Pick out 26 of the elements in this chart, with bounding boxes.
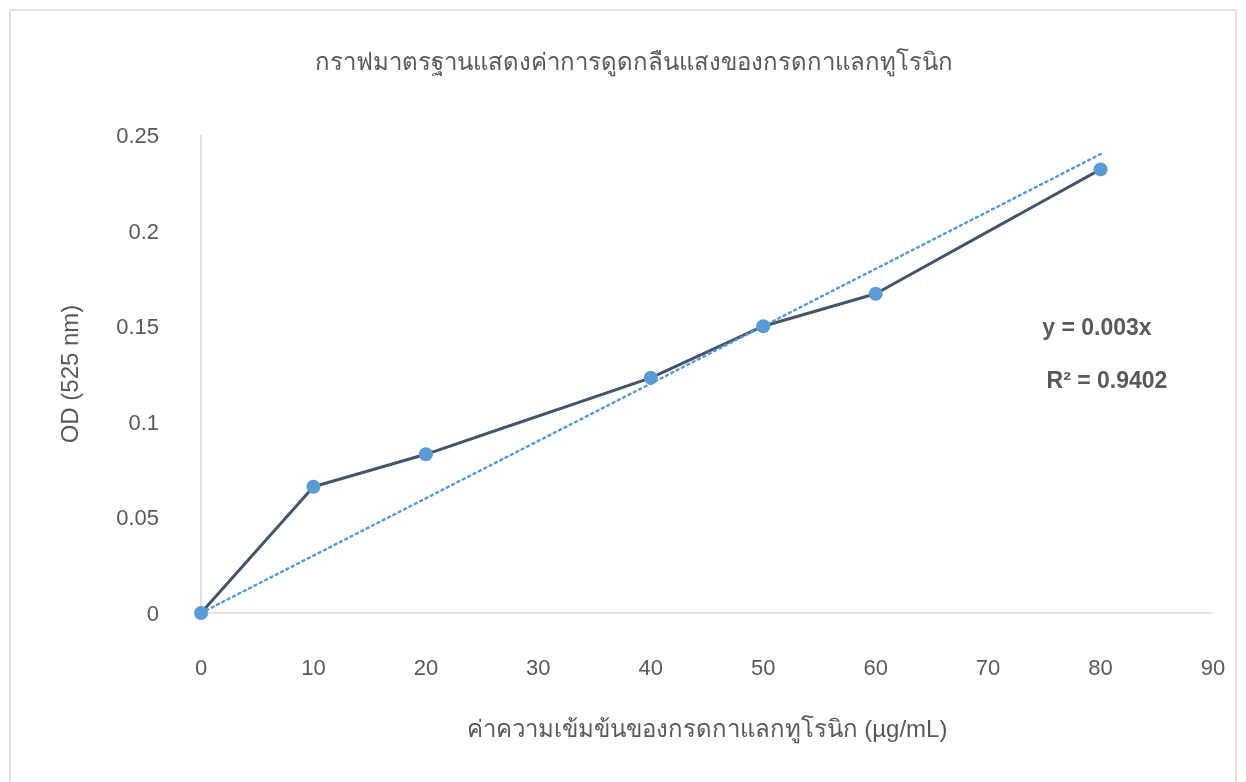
x-tick-label: 90 (1200, 655, 1226, 680)
x-tick-label: 10 (301, 655, 326, 680)
point (868, 286, 883, 301)
point (418, 447, 433, 462)
chart-title: กราฟมาตรฐานแสดงค่าการดูดกลืนแสงของกรดกาแลกทูโรนิก (315, 48, 953, 77)
y-axis-title: OD (525 nm) (56, 304, 83, 444)
annotation: R² = 0.9402 (1046, 367, 1168, 393)
y-tick-label: 0.25 (116, 123, 159, 148)
x-tick-label: 20 (413, 655, 439, 680)
point (306, 479, 321, 494)
x-axis-title: ค่าความเข้มข้นของกรดกาแลกทูโรนิก (µg/mL) (466, 715, 948, 744)
point (194, 606, 208, 620)
x-tick-label: 70 (975, 655, 1001, 680)
x-tick-label: 60 (863, 655, 888, 680)
x-tick-label: 80 (1088, 655, 1113, 680)
point (1093, 162, 1108, 177)
y-tick-label: 0.15 (116, 314, 159, 340)
y-tick-label: 0 (146, 601, 159, 626)
annotation: y = 0.003x (1042, 314, 1152, 340)
y-tick-label: 0.1 (128, 409, 159, 435)
x-tick-label: 50 (750, 655, 776, 680)
x-tick-label: 40 (638, 655, 664, 680)
x-tick-label: 30 (526, 655, 551, 680)
y-tick-label: 0.2 (128, 218, 159, 244)
x-tick-label: 0 (194, 655, 208, 680)
y-tick-label: 0.05 (116, 505, 159, 531)
